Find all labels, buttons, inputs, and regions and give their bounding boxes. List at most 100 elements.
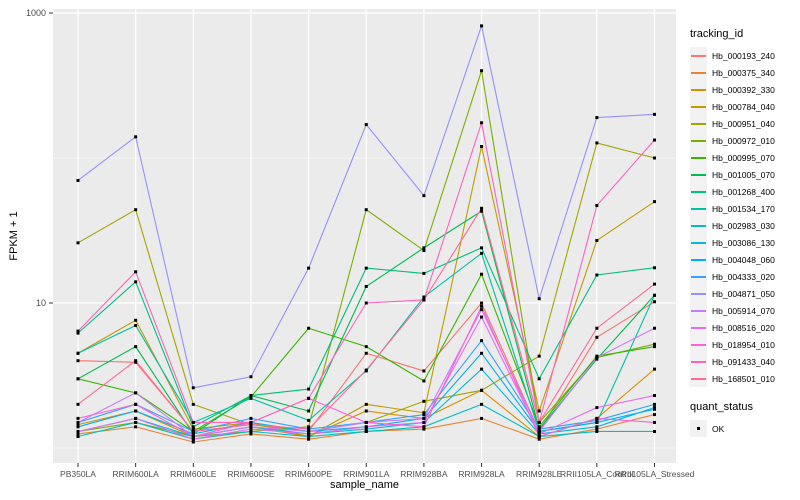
data-point (595, 416, 599, 420)
legend-key-swatch (690, 285, 707, 302)
legend-key-swatch (690, 420, 707, 437)
data-point (134, 402, 138, 406)
data-point (653, 293, 656, 297)
data-point (249, 432, 253, 436)
data-point (422, 413, 426, 417)
legend-entries: Hb_000193_240 Hb_000375_340 Hb_000392_330 H… (690, 47, 798, 387)
legend-entry-label: Hb_000392_330 (712, 84, 775, 95)
legend-entry-label: Hb_003086_130 (712, 237, 775, 248)
data-point (595, 418, 599, 422)
data-point (422, 379, 426, 383)
legend-color-line (691, 106, 706, 108)
data-point (134, 425, 138, 429)
data-point (76, 425, 80, 429)
y-tick-label: 10 (36, 298, 46, 308)
legend-entry-label: Hb_005914_070 (712, 305, 775, 316)
data-point (191, 425, 195, 429)
legend-entry-label: Hb_001268_400 (712, 186, 775, 197)
data-point (364, 420, 368, 424)
data-point (537, 435, 541, 439)
data-point (134, 409, 138, 413)
legend-color-line (691, 242, 706, 244)
legend-key-swatch (690, 64, 707, 81)
data-point (653, 420, 656, 424)
data-point (134, 416, 138, 420)
legend-entry-label: Hb_091433_040 (712, 356, 775, 367)
data-point (249, 429, 253, 433)
data-point (422, 427, 426, 431)
data-point (653, 156, 656, 160)
data-point (480, 402, 484, 406)
legend-entry: Hb_003086_130 (690, 234, 798, 251)
legend-entry-label: Hb_000972_010 (712, 135, 775, 146)
legend-color-line (691, 293, 706, 295)
legend-key-swatch (690, 200, 707, 217)
data-point (595, 141, 599, 145)
data-point (480, 339, 484, 343)
panel-background (53, 9, 676, 463)
data-point (364, 429, 368, 433)
data-point (422, 411, 426, 415)
data-point (364, 425, 368, 429)
legend-entry: Hb_002983_030 (690, 217, 798, 234)
data-point (653, 266, 656, 270)
data-point (422, 420, 426, 424)
data-point (422, 425, 426, 429)
data-point (653, 345, 656, 349)
data-point (191, 437, 195, 441)
x-tick-label: RRII105LA_Stressed (615, 469, 695, 479)
legend-title-quant-status: quant_status (690, 401, 753, 413)
data-point (191, 435, 195, 439)
data-point (480, 209, 484, 213)
data-point (480, 388, 484, 392)
data-point (422, 271, 426, 275)
legend-key-swatch (690, 217, 707, 234)
legend-title-tracking-id: tracking_id (690, 28, 744, 40)
legend-entry: Hb_004333_020 (690, 268, 798, 285)
data-point (364, 351, 368, 355)
legend-key-swatch (690, 268, 707, 285)
legend-entry-label: Hb_002983_030 (712, 220, 775, 231)
legend-key-swatch (690, 132, 707, 149)
data-point (595, 326, 599, 330)
legend-color-line (691, 89, 706, 91)
data-point (364, 208, 368, 212)
data-point (595, 356, 599, 360)
data-point (76, 359, 80, 363)
data-point (134, 420, 138, 424)
data-point (76, 402, 80, 406)
legend-entry: Hb_001005_070 (690, 166, 798, 183)
data-point (76, 435, 80, 439)
data-point (76, 377, 80, 381)
legend-key-swatch (690, 115, 707, 132)
data-point (480, 304, 484, 308)
data-point (595, 204, 599, 208)
data-point (480, 315, 484, 319)
legend-entry-label: Hb_001534_170 (712, 203, 775, 214)
legend-color-line (691, 72, 706, 74)
data-point (249, 425, 253, 429)
legend-color-line (691, 276, 706, 278)
data-point (76, 432, 80, 436)
data-point (595, 357, 599, 361)
data-point (537, 420, 541, 424)
legend-key-swatch (690, 251, 707, 268)
x-tick-label: RRIM901LA (343, 469, 390, 479)
data-point (249, 394, 253, 398)
legend-entry: Hb_000375_340 (690, 64, 798, 81)
data-point (480, 246, 484, 250)
data-point (134, 345, 138, 349)
data-point (653, 394, 656, 398)
data-point (307, 387, 311, 391)
data-point (595, 429, 599, 433)
data-point (134, 318, 138, 322)
legend-entry-label: Hb_004048_060 (712, 254, 775, 265)
legend-entry: Hb_018954_010 (690, 336, 798, 353)
data-point (422, 194, 426, 198)
data-point (595, 238, 599, 242)
data-point (537, 432, 541, 436)
y-tick-label: 1000 (26, 8, 46, 18)
legend-color-line (691, 310, 706, 312)
x-tick-label: RRIM928LA (458, 469, 505, 479)
